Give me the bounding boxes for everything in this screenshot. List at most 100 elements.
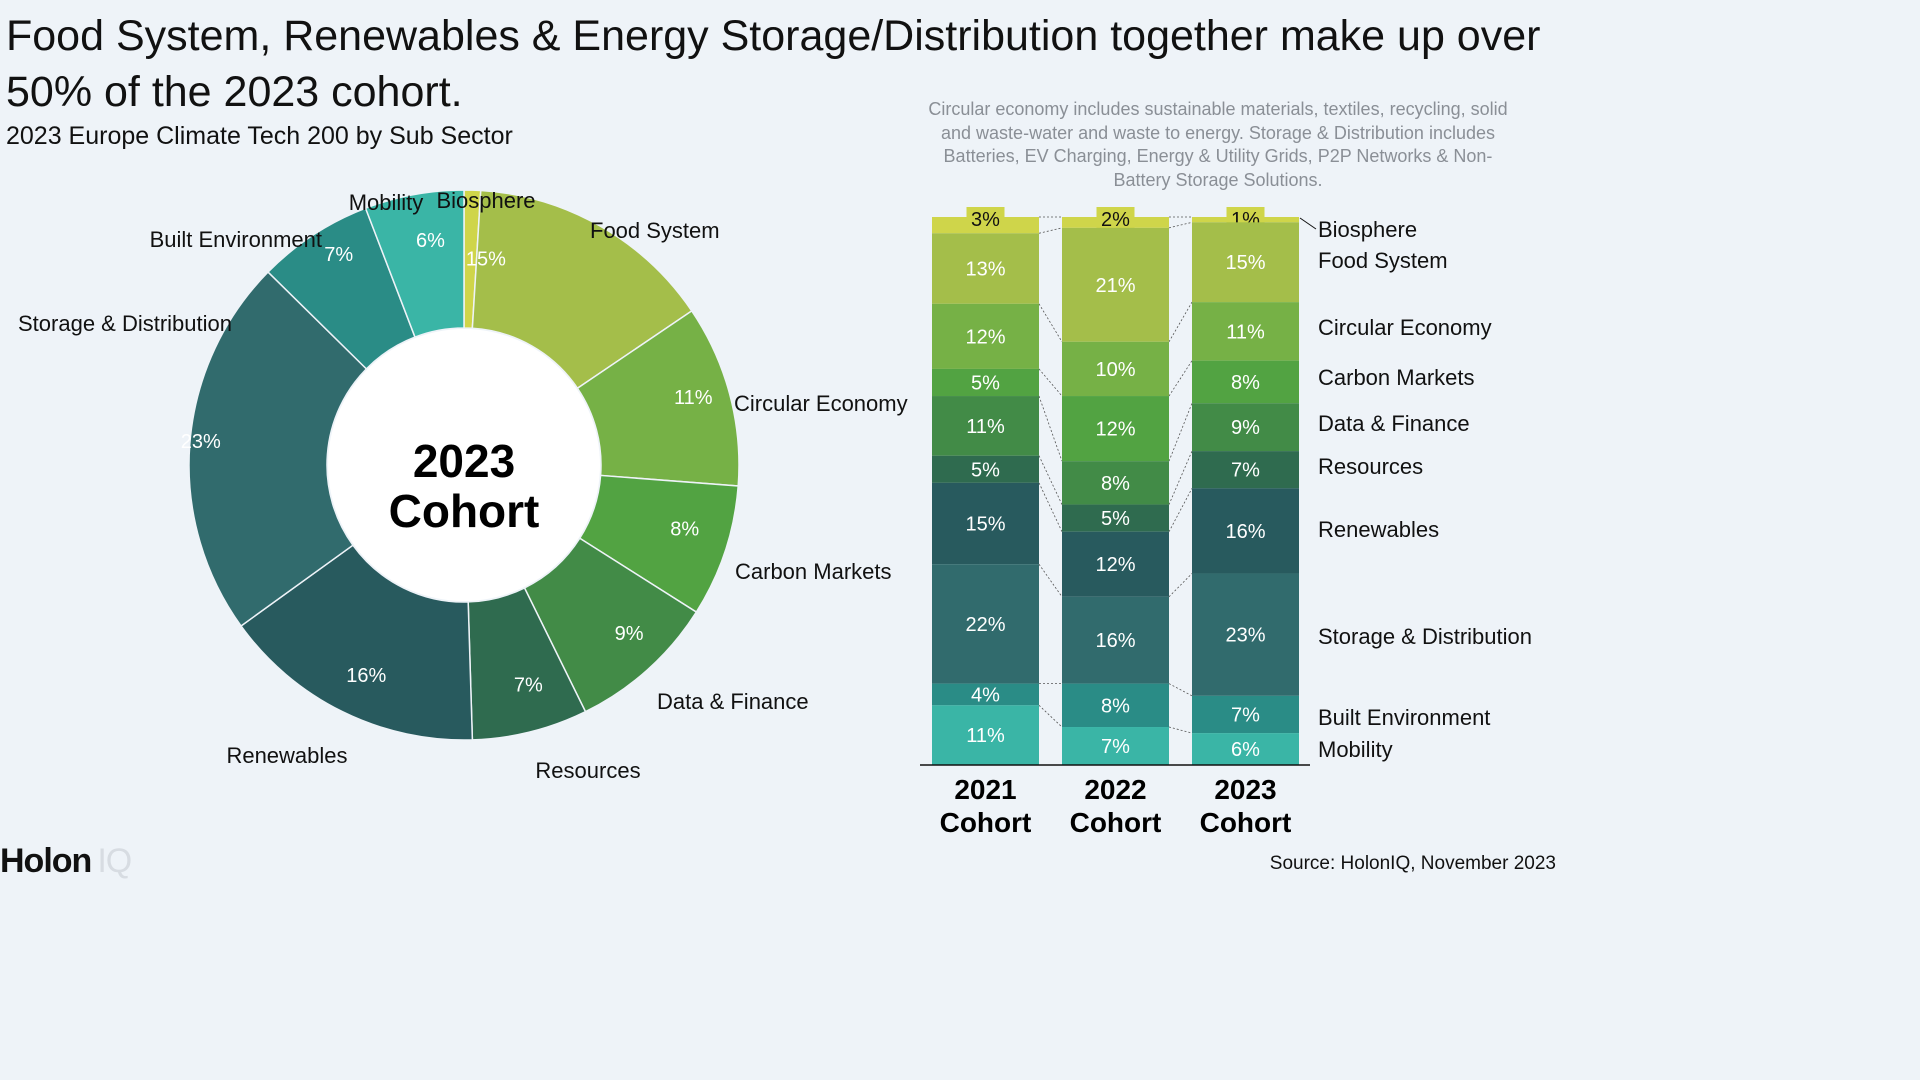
bar-segment-carbon-markets-0 <box>932 368 1039 397</box>
donut-value-data-and-finance: 9% <box>615 623 644 645</box>
bar-segment-food-system-1 <box>1062 227 1169 342</box>
bar-value-circular-economy-0: 12% <box>965 326 1005 348</box>
bar-value-built-environment-0: 4% <box>971 684 1000 706</box>
donut-value-built-environment: 7% <box>324 244 353 266</box>
donut-slice-storage-and-distribution <box>188 270 368 628</box>
bar-value-carbon-markets-0: 5% <box>971 372 1000 394</box>
bar-segment-food-system-0 <box>932 233 1039 304</box>
bar-segment-renewables-1 <box>1062 531 1169 597</box>
donut-center <box>328 329 600 601</box>
bar-segment-built-environment-0 <box>932 683 1039 706</box>
bar-segment-carbon-markets-1 <box>1062 396 1169 462</box>
bar-segment-storage-and-distribution-1 <box>1062 596 1169 684</box>
connector-line <box>1038 705 1063 728</box>
bar-value-storage-and-distribution-2: 23% <box>1225 625 1265 647</box>
bar-value-data-and-finance-0: 11% <box>966 416 1005 438</box>
bar-value-bg-1 <box>1096 207 1135 231</box>
donut-label-biosphere: Biosphere <box>436 188 535 213</box>
x-tick-label-2-1: Cohort <box>1200 807 1292 838</box>
bar-value-data-and-finance-2: 9% <box>1231 417 1260 439</box>
donut-label-circular-economy: Circular Economy <box>734 391 908 416</box>
legend-biosphere: Biosphere <box>1318 217 1417 242</box>
bar-value-built-environment-2: 7% <box>1231 704 1260 726</box>
connector-line <box>1168 573 1193 598</box>
legend-circular-economy: Circular Economy <box>1318 315 1492 340</box>
bar-segment-data-and-finance-1 <box>1062 461 1169 505</box>
donut-label-resources: Resources <box>535 758 640 783</box>
connector-line <box>1168 360 1193 397</box>
legend-renewables: Renewables <box>1318 517 1439 542</box>
donut-label-built-environment: Built Environment <box>150 227 322 252</box>
bar-segment-built-environment-1 <box>1062 683 1169 728</box>
bar-value-biosphere-1: 2% <box>1101 209 1130 231</box>
bar-value-data-and-finance-1: 8% <box>1101 473 1130 495</box>
bar-segment-circular-economy-1 <box>1062 341 1169 397</box>
bar-value-carbon-markets-2: 8% <box>1231 372 1260 394</box>
x-tick-label-1-0: 2022 <box>1084 774 1146 805</box>
connector-line <box>1168 683 1193 697</box>
bar-value-renewables-1: 12% <box>1095 554 1135 576</box>
legend-built-environment: Built Environment <box>1318 705 1490 730</box>
bar-value-renewables-2: 16% <box>1225 521 1265 543</box>
bar-segment-resources-2 <box>1192 451 1299 489</box>
definition-note: Circular economy includes sustainable ma… <box>928 99 1508 190</box>
bar-value-biosphere-0: 3% <box>971 209 1000 231</box>
connector-line <box>1168 726 1193 734</box>
x-tick-label-2-0: 2023 <box>1214 774 1276 805</box>
bar-value-food-system-2: 15% <box>1225 252 1265 274</box>
connector-line <box>1038 227 1063 234</box>
bar-segment-renewables-2 <box>1192 488 1299 574</box>
connector-line <box>1168 301 1193 342</box>
series-mobility: 11% 7% 6% <box>932 705 1299 765</box>
bar-value-resources-2: 7% <box>1231 460 1260 482</box>
bar-segment-circular-economy-0 <box>932 303 1039 369</box>
donut-center-label-0: 2023 <box>413 435 515 487</box>
bar-value-built-environment-1: 8% <box>1101 695 1130 717</box>
bar-connectors <box>1038 216 1193 766</box>
bar-value-bg-0 <box>966 207 1005 231</box>
bar-value-carbon-markets-1: 12% <box>1095 419 1135 441</box>
donut-label-food-system: Food System <box>590 218 720 243</box>
connector-line <box>1168 488 1193 532</box>
legend-storage-and-distribution: Storage & Distribution <box>1318 624 1532 649</box>
donut-label-storage-and-distribution: Storage & Distribution <box>18 311 232 336</box>
bar-value-resources-1: 5% <box>1101 508 1130 530</box>
bar-value-mobility-2: 6% <box>1231 739 1260 761</box>
connector-line <box>1038 395 1063 462</box>
source-note: Source: HolonIQ, November 2023 <box>1269 853 1556 874</box>
donut-slice-mobility <box>364 189 465 339</box>
donut-label-mobility: Mobility <box>349 190 424 215</box>
chart-subtitle: 2023 Europe Climate Tech 200 by Sub Sect… <box>6 122 513 150</box>
legend-leader-biosphere <box>1299 217 1317 230</box>
bar-value-mobility-1: 7% <box>1101 736 1130 758</box>
series-circular-economy: 12% 10% 11% <box>932 302 1299 397</box>
legend-data-and-finance: Data & Finance <box>1318 411 1470 436</box>
donut-slice-renewables <box>239 544 474 741</box>
donut-value-resources: 7% <box>514 674 543 696</box>
bar-value-storage-and-distribution-1: 16% <box>1095 630 1135 652</box>
bar-segment-storage-and-distribution-0 <box>932 564 1039 684</box>
chart-title: Food System, Renewables & Energy Storage… <box>6 12 1541 116</box>
connector-line <box>1038 303 1063 342</box>
donut-value-carbon-markets: 8% <box>670 518 699 540</box>
legend-carbon-markets: Carbon Markets <box>1318 365 1475 390</box>
donut-label-carbon-markets: Carbon Markets <box>735 559 892 584</box>
stacked-bar-chart: 3% 2% 1%13%21%15%12%10%11%5%12%8%11%8%9%5%… <box>920 207 1532 838</box>
donut-value-circular-economy: 11% <box>674 387 713 409</box>
donut-value-renewables: 16% <box>346 665 386 687</box>
bar-value-circular-economy-2: 11% <box>1226 321 1265 343</box>
bar-segment-resources-0 <box>932 455 1039 483</box>
series-carbon-markets: 5% 12% 8% <box>932 360 1299 462</box>
bar-segment-built-environment-2 <box>1192 695 1299 734</box>
donut-value-food-system: 15% <box>466 248 506 270</box>
donut-slice-food-system <box>471 189 693 390</box>
bar-value-food-system-1: 21% <box>1095 275 1135 297</box>
bar-segment-resources-1 <box>1062 504 1169 532</box>
legend-mobility: Mobility <box>1318 737 1393 762</box>
x-tick-label-0-0: 2021 <box>954 774 1016 805</box>
connector-line <box>1168 403 1193 462</box>
bar-value-renewables-0: 15% <box>965 514 1005 536</box>
series-food-system: 13% 21% 15% <box>932 222 1299 342</box>
series-resources: 5% 5% 7% <box>932 451 1299 532</box>
